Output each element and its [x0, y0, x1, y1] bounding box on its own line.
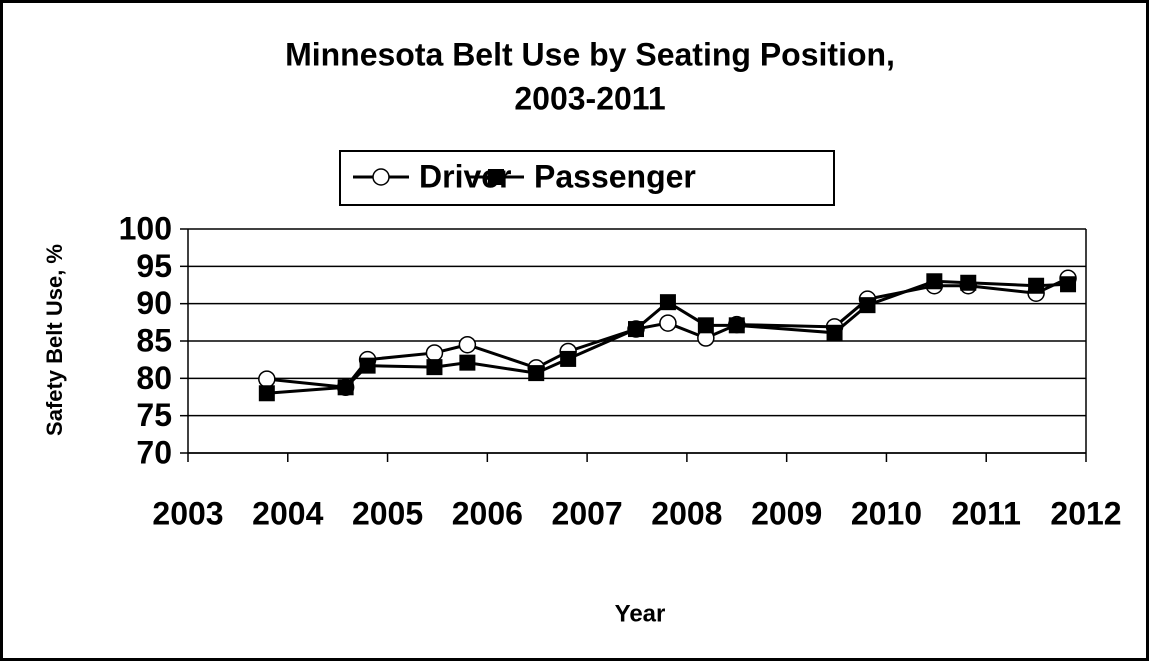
x-tick-label: 2012 [1050, 495, 1121, 531]
chart-title: Minnesota Belt Use by Seating Position, [285, 36, 895, 72]
data-point [826, 324, 843, 341]
chart-title: 2003-2011 [514, 80, 665, 116]
legend-label: Passenger [534, 158, 696, 194]
y-tick-label: 70 [136, 434, 172, 470]
data-point [560, 350, 577, 367]
x-axis-label: Year [615, 600, 666, 627]
x-tick-label: 2003 [152, 495, 223, 531]
data-point [337, 379, 354, 396]
y-tick-label: 75 [136, 397, 172, 433]
x-tick-label: 2011 [952, 495, 1021, 531]
y-tick-label: 100 [119, 210, 172, 246]
y-axis-label: Safety Belt Use, % [42, 244, 67, 436]
y-tick-label: 80 [136, 360, 172, 396]
data-point [859, 297, 876, 314]
x-tick-label: 2005 [352, 495, 423, 531]
data-point [458, 335, 477, 354]
y-tick-label: 90 [136, 285, 172, 321]
x-tick-label: 2008 [651, 495, 722, 531]
data-point [728, 317, 745, 334]
data-point [659, 294, 676, 311]
x-tick-label: 2006 [452, 495, 523, 531]
x-tick-label: 2007 [552, 495, 623, 531]
legend-box [339, 150, 835, 206]
data-point [359, 357, 376, 374]
x-tick-label: 2004 [252, 495, 323, 531]
data-point [459, 354, 476, 371]
data-point [528, 365, 545, 382]
x-tick-label: 2009 [751, 495, 822, 531]
data-point [258, 385, 275, 402]
data-point [426, 359, 443, 376]
data-point [258, 370, 276, 388]
data-point [960, 274, 977, 291]
data-point [697, 317, 714, 334]
x-tick-label: 2010 [851, 495, 922, 531]
data-point [425, 344, 444, 362]
y-tick-label: 95 [136, 248, 172, 284]
legend-marker [372, 168, 390, 186]
y-tick-label: 85 [136, 322, 172, 358]
data-point [628, 321, 645, 338]
data-point [1060, 276, 1077, 293]
data-point [926, 273, 943, 290]
data-point [659, 314, 677, 332]
data-point [1028, 277, 1045, 294]
legend-marker [488, 169, 504, 185]
